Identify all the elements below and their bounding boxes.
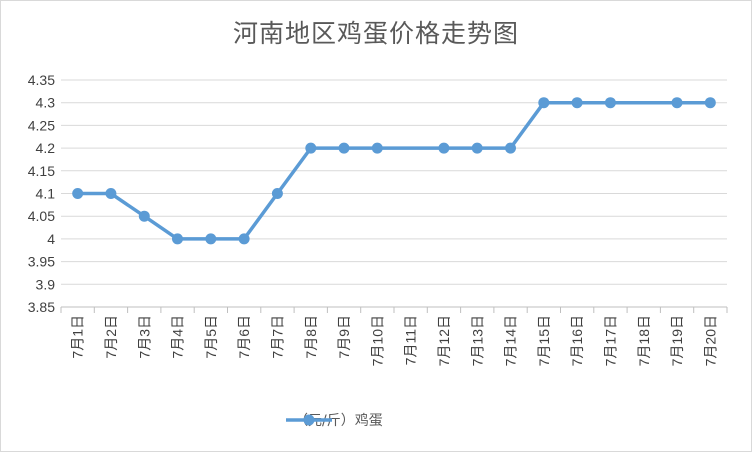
y-axis-ticks: 3.85 3.9 3.95 4 4.05 4.1 4.15 4.2 4.25 4.3 4.35: [28, 72, 55, 315]
y-tick-label: 4.1: [36, 186, 56, 202]
x-tick-label: 7月1日: [70, 315, 86, 359]
data-point: [571, 97, 583, 109]
x-tick-label: 7月4日: [170, 315, 186, 359]
x-tick-label: 7月5日: [203, 315, 219, 359]
data-point: [438, 142, 450, 154]
data-point: [471, 142, 483, 154]
x-tick-label: 7月6日: [236, 315, 252, 359]
y-tick-label: 4.2: [36, 140, 56, 156]
legend: （元/斤）鸡蛋: [286, 410, 383, 430]
x-tick-label: 7月13日: [469, 315, 485, 366]
x-tick-label: 7月11日: [403, 315, 419, 365]
x-tick-label: 7月12日: [436, 315, 452, 366]
data-point: [505, 142, 516, 154]
x-tick-label: 7月17日: [602, 315, 618, 366]
y-tick-label: 3.85: [28, 299, 55, 315]
x-tick-label: 7月7日: [269, 315, 285, 359]
data-point: [371, 142, 383, 154]
y-tick-label: 3.95: [28, 254, 55, 270]
data-point: [105, 188, 117, 199]
x-tick-label: 7月10日: [369, 315, 385, 366]
x-tick-label: 7月16日: [569, 315, 585, 366]
data-point: [671, 97, 683, 109]
data-point: [238, 233, 250, 245]
x-tick-label: 7月9日: [336, 315, 352, 359]
series-egg-price: [72, 97, 716, 245]
y-tick-label: 4: [47, 231, 55, 247]
x-tick-label: 7月8日: [303, 315, 319, 359]
data-point: [205, 233, 217, 245]
data-point: [72, 188, 84, 199]
x-tick-label: 7月18日: [636, 315, 652, 366]
gridlines: [61, 79, 727, 285]
x-tick-label: 7月20日: [702, 315, 718, 366]
data-point: [338, 142, 350, 154]
y-tick-label: 4.05: [28, 208, 55, 224]
data-point: [538, 97, 550, 109]
legend-label: （元/斤）鸡蛋: [294, 413, 383, 429]
data-point: [138, 210, 150, 222]
data-point: [172, 233, 183, 245]
y-tick-label: 4.35: [28, 72, 55, 88]
series-line: [75, 100, 713, 241]
y-tick-label: 3.9: [36, 276, 56, 292]
y-tick-label: 4.15: [28, 163, 55, 179]
x-tick-label: 7月2日: [103, 315, 119, 359]
x-tick-label: 7月15日: [536, 315, 552, 366]
x-tick-label: 7月3日: [136, 315, 152, 359]
axes: [60, 306, 728, 313]
x-axis-ticks: 7月1日 7月2日 7月3日 7月4日 7月5日 7月6日 7月7日 7月8日 7月9日 7月10…: [70, 315, 719, 366]
data-point: [271, 188, 283, 199]
y-tick-label: 4.25: [28, 117, 55, 133]
y-tick-label: 4.3: [36, 95, 56, 111]
x-tick-label: 7月14日: [503, 315, 519, 366]
legend-line-marker-icon: [286, 414, 332, 426]
data-point: [704, 97, 716, 109]
data-point: [604, 97, 616, 109]
chart-title: 河南地区鸡蛋价格走势图: [232, 19, 519, 48]
x-tick-label: 7月19日: [669, 315, 685, 366]
data-point: [305, 142, 317, 154]
